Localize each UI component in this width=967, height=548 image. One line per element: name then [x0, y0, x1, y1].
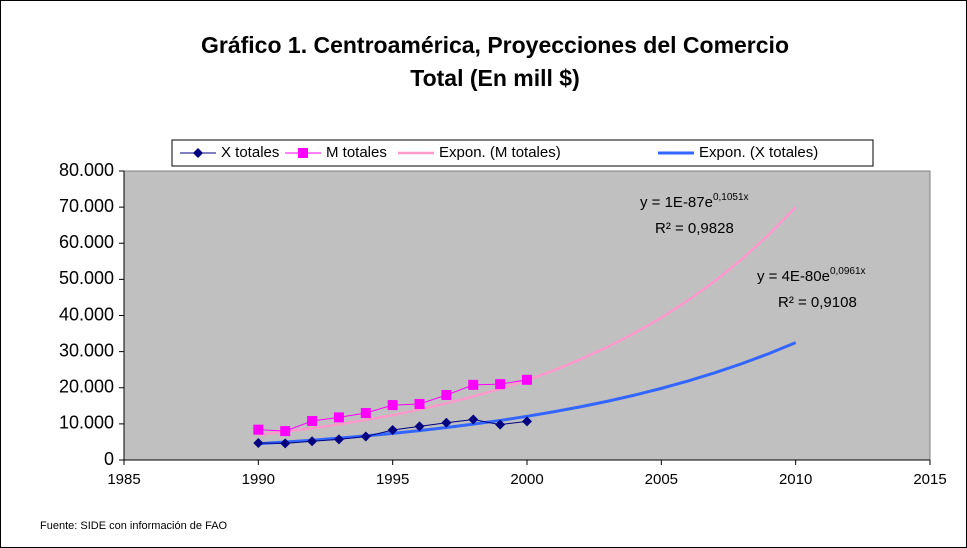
marker-square	[522, 374, 532, 385]
marker-square	[333, 412, 344, 423]
x-tick-label: 1985	[107, 471, 140, 488]
equation-exponent: 0,0961x	[830, 266, 866, 277]
marker-square	[360, 408, 371, 419]
legend-label: X totales	[221, 144, 279, 161]
marker-square	[280, 426, 291, 437]
trend-equation: y = 1E-87e0,1051x	[640, 192, 749, 211]
equation-base: y = 1E-87e	[640, 194, 713, 211]
equation-exponent: 0,1051x	[713, 192, 749, 203]
source-note: Fuente: SIDE con información de FAO	[40, 520, 228, 532]
legend-label: Expon. (X totales)	[699, 144, 818, 161]
marker-diamond	[387, 425, 398, 436]
marker-diamond	[253, 438, 264, 449]
y-tick-label: 80.000	[59, 160, 114, 180]
x-tick-label: 2015	[913, 471, 946, 488]
marker-square	[414, 399, 425, 410]
marker-diamond	[360, 431, 371, 442]
x-tick-label: 1995	[376, 471, 409, 488]
trend-equation: y = 4E-80e0,0961x	[757, 266, 866, 285]
marker-diamond	[307, 436, 318, 447]
marker-square	[253, 424, 264, 435]
x-tick-label: 2005	[645, 471, 678, 488]
marker-diamond	[280, 438, 291, 449]
legend-marker	[298, 148, 308, 158]
legend-marker	[193, 148, 203, 158]
marker-square	[387, 400, 398, 411]
y-tick-label: 60.000	[59, 232, 114, 252]
y-tick-label: 30.000	[59, 340, 114, 360]
r-squared: R² = 0,9828	[655, 220, 734, 237]
series-line	[258, 341, 797, 446]
x-tick-label: 2000	[510, 471, 543, 488]
y-tick-label: 40.000	[59, 304, 114, 324]
marker-square	[441, 389, 452, 400]
chart-title: Gráfico 1. Centroamérica, Proyecciones d…	[201, 32, 789, 58]
x-tick-label: 2010	[779, 471, 812, 488]
x-tick-label: 1990	[242, 471, 275, 488]
marker-square	[468, 379, 479, 390]
r-squared: R² = 0,9108	[778, 294, 857, 311]
equation-base: y = 4E-80e	[757, 268, 830, 285]
marker-square	[307, 415, 318, 426]
marker-diamond	[495, 419, 506, 430]
y-tick-label: 20.000	[59, 377, 114, 397]
marker-diamond	[522, 416, 532, 427]
legend-label: Expon. (M totales)	[439, 144, 561, 161]
marker-diamond	[414, 421, 425, 432]
marker-square	[495, 379, 506, 390]
y-tick-label: 50.000	[59, 268, 114, 288]
legend-label: M totales	[326, 144, 387, 161]
y-tick-label: 0	[104, 449, 114, 469]
chart-subtitle: Total (En mill $)	[410, 65, 580, 91]
plot-area	[123, 170, 931, 461]
marker-diamond	[441, 417, 452, 428]
marker-diamond	[333, 434, 344, 445]
marker-diamond	[468, 414, 479, 425]
y-tick-label: 10.000	[59, 413, 114, 433]
y-tick-label: 70.000	[59, 196, 114, 216]
